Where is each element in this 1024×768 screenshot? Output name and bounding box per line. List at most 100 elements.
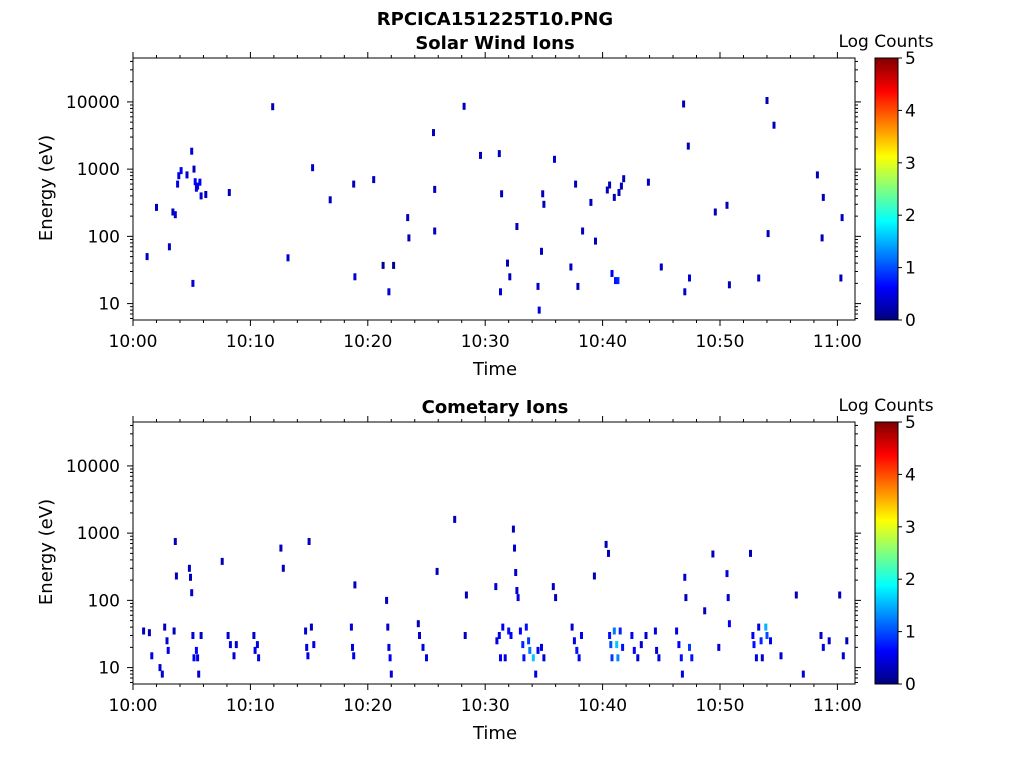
heatmap-cell xyxy=(464,591,468,599)
colorbar: Log Counts 0 1 2 3 4 5 xyxy=(838,396,933,695)
heatmap-cells xyxy=(145,97,844,314)
heatmap-cell xyxy=(845,637,849,645)
heatmap-cell xyxy=(495,637,499,645)
heatmap-cell xyxy=(820,234,824,242)
heatmap-cell xyxy=(752,641,756,649)
heatmap-cell xyxy=(163,623,167,631)
heatmap-cell xyxy=(727,620,731,628)
heatmap-cell xyxy=(432,129,435,137)
heatmap-cell xyxy=(821,193,825,201)
x-tick-label: 10:10 xyxy=(226,696,275,716)
heatmap-cell xyxy=(554,594,558,602)
colorbar-tick-label: 2 xyxy=(905,206,916,226)
colorbar-tick-label: 1 xyxy=(905,259,916,279)
heatmap-cell xyxy=(497,632,501,639)
heatmap-cell xyxy=(392,261,396,269)
heatmap-cell xyxy=(352,180,356,188)
heatmap-cell xyxy=(306,652,310,660)
y-tick-label: 1000 xyxy=(77,524,120,544)
x-tick-label: 10:50 xyxy=(695,332,744,352)
heatmap-cell xyxy=(769,637,772,645)
heatmap-cell xyxy=(630,632,634,639)
heatmap-cell xyxy=(142,627,146,635)
heatmap-cell xyxy=(509,632,513,639)
heatmap-cell xyxy=(501,623,505,631)
heatmap-cell xyxy=(815,171,819,179)
x-tick-label: 10:00 xyxy=(109,696,158,716)
heatmap-cell xyxy=(612,193,616,201)
plot-frame xyxy=(132,57,856,321)
heatmap-cell xyxy=(515,223,519,230)
heatmap-cell xyxy=(688,643,691,651)
heatmap-cell xyxy=(372,176,376,184)
y-tick-label: 100 xyxy=(88,227,120,247)
y-axis-label: Energy (eV) xyxy=(36,499,57,605)
heatmap-cell xyxy=(463,632,467,639)
heatmap-cell xyxy=(536,282,540,290)
heatmap-cell xyxy=(677,641,681,649)
heatmap-cell xyxy=(255,641,259,649)
x-axis-label: Time xyxy=(472,723,517,744)
heatmap-cell xyxy=(607,549,610,557)
heatmap-cell xyxy=(636,654,640,662)
heatmap-cell xyxy=(614,277,617,285)
heatmap-cell xyxy=(508,273,512,281)
heatmap-cell xyxy=(537,306,541,314)
heatmap-cell xyxy=(632,646,636,654)
plot-frame xyxy=(132,421,856,685)
panel-title: Solar Wind Ions xyxy=(415,33,574,54)
heatmap-cell xyxy=(304,627,308,635)
heatmap-cell xyxy=(196,654,200,662)
x-tick-label: 10:20 xyxy=(343,696,392,716)
colorbar-tick-label: 0 xyxy=(905,675,916,695)
heatmap-cell xyxy=(569,263,573,271)
heatmap-cell xyxy=(307,538,311,545)
heatmap-cell xyxy=(503,654,507,662)
x-tick-label: 10:20 xyxy=(343,332,392,352)
heatmap-cell xyxy=(675,627,679,635)
heatmap-cell xyxy=(711,550,715,558)
heatmap-cell xyxy=(839,274,843,282)
heatmap-cell xyxy=(528,646,532,654)
heatmap-cell xyxy=(619,182,623,190)
heatmap-cell xyxy=(684,594,688,602)
heatmap-cell xyxy=(176,180,180,188)
heatmap-cell xyxy=(494,583,498,591)
y-tick-label: 10 xyxy=(98,295,120,315)
heatmap-cell xyxy=(433,185,437,193)
heatmap-cell xyxy=(171,208,175,216)
y-tick-label: 10000 xyxy=(66,93,120,113)
heatmap-cell xyxy=(840,214,844,222)
heatmap-cell xyxy=(766,230,770,238)
x-tick-label: 10:40 xyxy=(578,696,627,716)
heatmap-cell xyxy=(220,557,224,565)
heatmap-cell xyxy=(608,632,612,639)
colorbar-tick-label: 0 xyxy=(905,311,916,331)
heatmap-cell xyxy=(194,646,198,654)
colorbar-tick-label: 5 xyxy=(905,49,916,69)
heatmap-cell xyxy=(540,643,543,651)
heatmap-cell xyxy=(683,288,687,296)
heatmap-cell xyxy=(506,259,509,267)
figure-title: RPCICA151225T10.PNG xyxy=(377,9,613,30)
heatmap-cell xyxy=(821,643,825,651)
colorbar-tick-label: 2 xyxy=(905,570,916,590)
heatmap-cell xyxy=(177,172,181,180)
heatmap-cell xyxy=(174,572,178,580)
x-axis-label: Time xyxy=(472,359,517,380)
heatmap-cell xyxy=(281,564,285,572)
heatmap-cell xyxy=(516,594,520,602)
heatmap-cell xyxy=(589,198,593,206)
x-tick-label: 10:00 xyxy=(109,332,158,352)
heatmap-cell xyxy=(749,549,752,557)
heatmap-cell xyxy=(772,121,776,129)
heatmap-cell xyxy=(190,147,194,155)
heatmap-cell xyxy=(192,165,196,173)
heatmap-cell xyxy=(536,646,540,654)
heatmap-cell xyxy=(514,569,518,576)
heatmap-cell xyxy=(655,646,659,654)
heatmap-cell xyxy=(580,632,583,639)
heatmap-cell xyxy=(577,654,581,662)
heatmap-cell xyxy=(574,180,578,188)
heatmap-cell xyxy=(421,643,425,651)
